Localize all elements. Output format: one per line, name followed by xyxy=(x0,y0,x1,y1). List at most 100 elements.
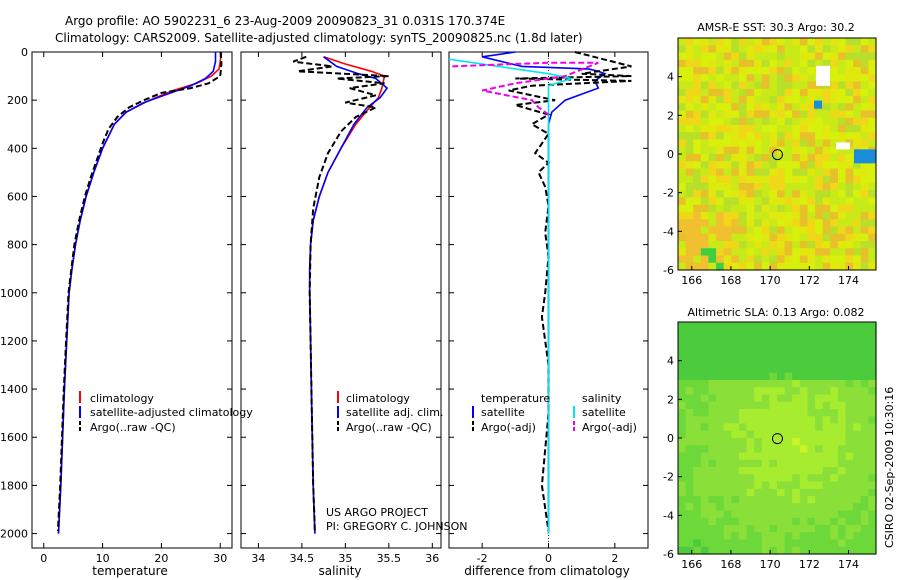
map-cell xyxy=(837,387,847,396)
map-cell xyxy=(807,59,816,68)
map-cell xyxy=(738,445,748,454)
map-cell xyxy=(723,197,732,206)
map-cell xyxy=(731,416,740,425)
map-cell xyxy=(853,241,862,249)
map-cell xyxy=(708,546,717,555)
map-cell xyxy=(784,52,793,61)
map-cell xyxy=(830,401,839,410)
map-cell xyxy=(723,183,732,191)
map-cell xyxy=(777,161,786,170)
map-cell xyxy=(693,401,702,410)
map-cell xyxy=(708,204,717,213)
map-cell xyxy=(716,154,725,162)
map-cell xyxy=(746,365,755,374)
map-cell xyxy=(738,204,748,213)
map-cell xyxy=(685,197,694,206)
map-cell xyxy=(822,103,831,112)
map-cell xyxy=(853,329,862,338)
map-cell xyxy=(837,67,847,75)
map-cell xyxy=(761,168,770,177)
map-cell xyxy=(799,481,809,490)
map-cell xyxy=(746,81,755,90)
map-cell xyxy=(837,103,847,112)
map-cell xyxy=(723,329,732,338)
map-cell xyxy=(693,351,702,359)
map-cell xyxy=(738,96,748,104)
map-cell xyxy=(815,416,824,425)
map-cell xyxy=(822,409,831,417)
map-cell xyxy=(723,539,732,548)
map-cell xyxy=(815,168,824,177)
map-cell xyxy=(731,117,740,126)
map-cell xyxy=(769,204,778,213)
map-cell xyxy=(746,394,755,403)
map-cell xyxy=(731,532,740,541)
map-cell xyxy=(716,394,725,403)
map-cell xyxy=(738,81,748,90)
map-cell xyxy=(815,380,824,388)
map-cell xyxy=(807,423,816,432)
map-cell xyxy=(723,67,732,75)
map-cell xyxy=(784,380,793,388)
map-cell xyxy=(784,525,793,533)
map-cell xyxy=(807,154,816,162)
map-cell xyxy=(868,358,877,367)
map-cell xyxy=(815,343,824,352)
map-cell xyxy=(754,539,763,548)
map-cell xyxy=(822,416,831,425)
map-cell xyxy=(777,74,786,83)
map-cell xyxy=(853,452,862,461)
map-cell xyxy=(746,372,755,381)
y-tick-label: 1000 xyxy=(0,287,28,300)
map-cell xyxy=(731,154,740,162)
sst-map-title: AMSR-E SST: 30.3 Argo: 30.2 xyxy=(697,21,855,34)
map-cell xyxy=(784,161,793,170)
legend-label: satellite adj. clim. xyxy=(346,406,443,419)
map-cell xyxy=(678,503,687,512)
map-cell xyxy=(845,517,854,526)
map-cell xyxy=(761,409,770,417)
map-cell xyxy=(845,546,854,555)
map-cell xyxy=(731,219,740,228)
map-cell xyxy=(769,226,778,235)
map-cell xyxy=(700,467,710,475)
map-cell xyxy=(700,474,710,483)
map-cell xyxy=(769,110,778,119)
map-cell xyxy=(807,183,816,191)
map-cell xyxy=(830,510,839,519)
map-cell xyxy=(685,365,694,374)
map-cell xyxy=(845,365,854,374)
map-cell xyxy=(799,503,809,512)
map-cell xyxy=(868,88,877,97)
map-cell xyxy=(761,394,770,403)
map-cell xyxy=(845,445,854,454)
map-cell xyxy=(769,103,778,112)
map-cell xyxy=(731,459,740,468)
legend-label: Argo(..raw -QC) xyxy=(90,421,176,434)
map-cell xyxy=(807,52,816,61)
map-cell xyxy=(685,175,694,184)
map-cell xyxy=(853,175,862,184)
map-cell xyxy=(784,139,793,148)
map-cell xyxy=(723,488,732,497)
map-cell xyxy=(777,503,786,512)
map-cell xyxy=(700,96,710,104)
map-cell xyxy=(777,517,786,526)
map-cell xyxy=(685,88,694,97)
map-cell xyxy=(860,226,869,235)
map-cell xyxy=(792,387,801,396)
map-cell xyxy=(723,503,732,512)
map-cell xyxy=(792,430,801,439)
map-cell xyxy=(792,110,801,119)
map-cell xyxy=(723,88,732,97)
map-cell xyxy=(807,45,816,54)
map-cell xyxy=(868,322,877,330)
map-cell xyxy=(830,241,839,249)
map-cell xyxy=(693,168,702,177)
y-tick-label: 1600 xyxy=(0,431,28,444)
map-cell xyxy=(860,430,869,439)
map-cell xyxy=(723,226,732,235)
map-cell xyxy=(761,423,770,432)
map-cell xyxy=(769,394,778,403)
map-cell xyxy=(837,175,847,184)
